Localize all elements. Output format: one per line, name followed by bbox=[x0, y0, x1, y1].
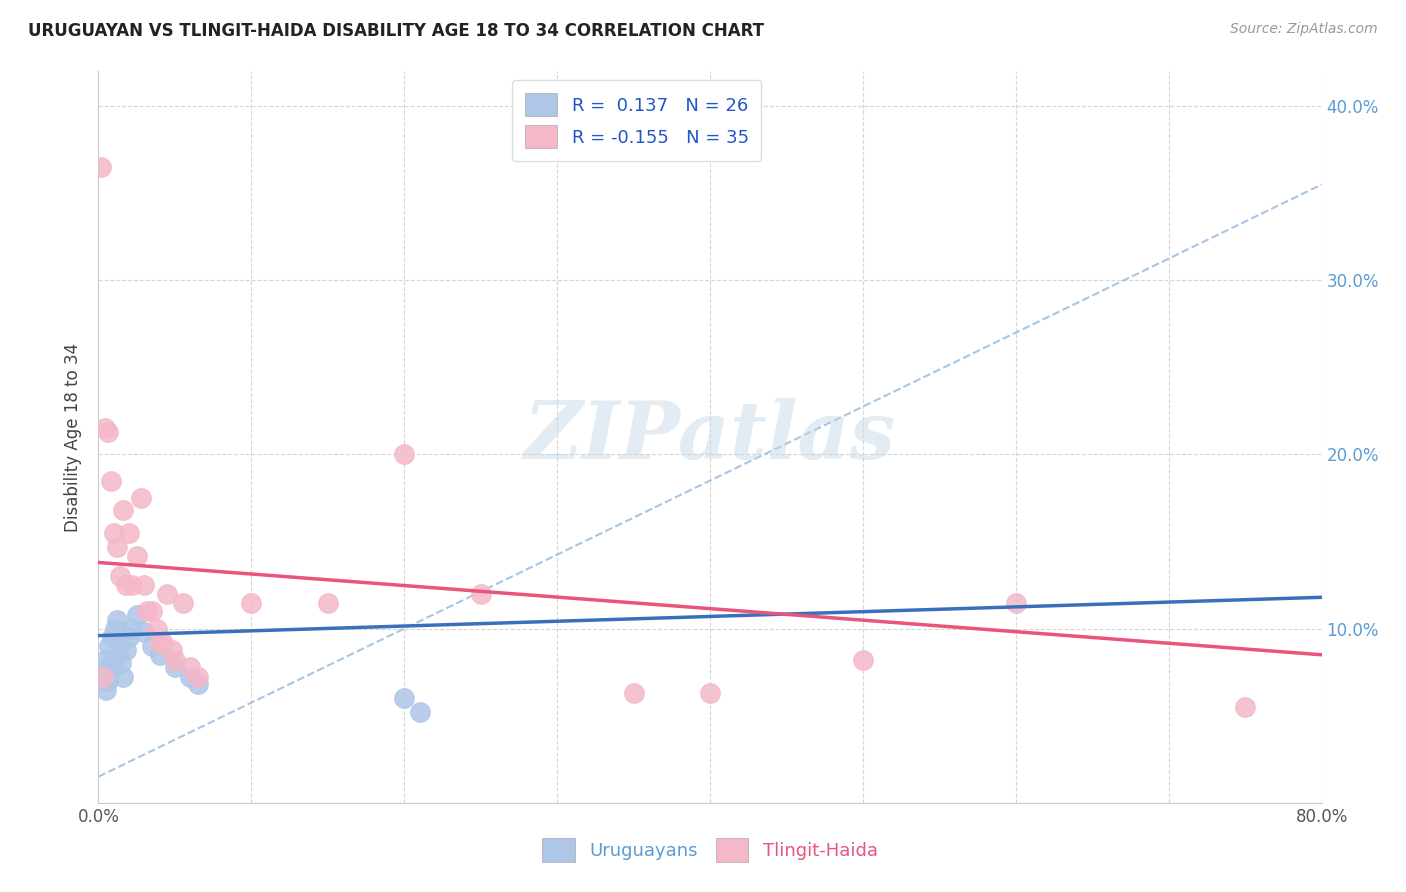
Point bbox=[240, 595, 263, 609]
Text: ZIPatlas: ZIPatlas bbox=[524, 399, 896, 475]
Point bbox=[134, 578, 156, 592]
Point bbox=[103, 660, 125, 674]
Point bbox=[179, 660, 201, 674]
Point bbox=[152, 635, 174, 649]
Point bbox=[110, 657, 132, 671]
Point bbox=[94, 682, 117, 697]
Point bbox=[100, 474, 122, 488]
Point bbox=[408, 705, 430, 719]
Point bbox=[852, 653, 875, 667]
Point bbox=[101, 631, 124, 645]
Text: URUGUAYAN VS TLINGIT-HAIDA DISABILITY AGE 18 TO 34 CORRELATION CHART: URUGUAYAN VS TLINGIT-HAIDA DISABILITY AG… bbox=[28, 22, 763, 40]
Point bbox=[115, 578, 138, 592]
Y-axis label: Disability Age 18 to 34: Disability Age 18 to 34 bbox=[65, 343, 83, 532]
Point bbox=[134, 625, 156, 640]
Point bbox=[125, 549, 148, 563]
Point bbox=[93, 421, 115, 435]
Point bbox=[141, 639, 163, 653]
Point bbox=[91, 665, 114, 680]
Point bbox=[107, 648, 129, 662]
Point bbox=[97, 425, 120, 439]
Point bbox=[105, 540, 128, 554]
Point bbox=[90, 160, 112, 174]
Text: Source: ZipAtlas.com: Source: ZipAtlas.com bbox=[1230, 22, 1378, 37]
Point bbox=[108, 635, 131, 649]
Point bbox=[118, 525, 141, 540]
Point bbox=[172, 595, 194, 609]
Point bbox=[121, 578, 143, 592]
Point bbox=[104, 622, 127, 636]
Point bbox=[470, 587, 492, 601]
Point bbox=[156, 587, 179, 601]
Point bbox=[129, 491, 152, 505]
Point bbox=[149, 648, 172, 662]
Point bbox=[179, 670, 201, 684]
Point bbox=[105, 613, 128, 627]
Point bbox=[121, 622, 143, 636]
Point bbox=[145, 622, 167, 636]
Point bbox=[111, 670, 134, 684]
Point bbox=[108, 569, 131, 583]
Point bbox=[163, 660, 186, 674]
Point bbox=[623, 686, 645, 700]
Legend: Uruguayans, Tlingit-Haida: Uruguayans, Tlingit-Haida bbox=[530, 826, 890, 874]
Point bbox=[392, 691, 416, 706]
Point bbox=[103, 525, 125, 540]
Point bbox=[699, 686, 721, 700]
Point bbox=[100, 657, 122, 671]
Point bbox=[163, 653, 186, 667]
Point bbox=[118, 631, 141, 645]
Point bbox=[111, 503, 134, 517]
Point bbox=[97, 673, 120, 688]
Point bbox=[91, 670, 114, 684]
Point bbox=[160, 642, 183, 657]
Point bbox=[149, 635, 172, 649]
Point bbox=[392, 448, 416, 462]
Point bbox=[115, 642, 138, 657]
Point bbox=[141, 604, 163, 618]
Point bbox=[187, 670, 209, 684]
Point bbox=[98, 639, 121, 653]
Point bbox=[125, 607, 148, 622]
Point bbox=[136, 604, 159, 618]
Point bbox=[1004, 595, 1026, 609]
Point bbox=[93, 653, 115, 667]
Point bbox=[187, 677, 209, 691]
Point bbox=[1234, 700, 1257, 714]
Point bbox=[316, 595, 339, 609]
